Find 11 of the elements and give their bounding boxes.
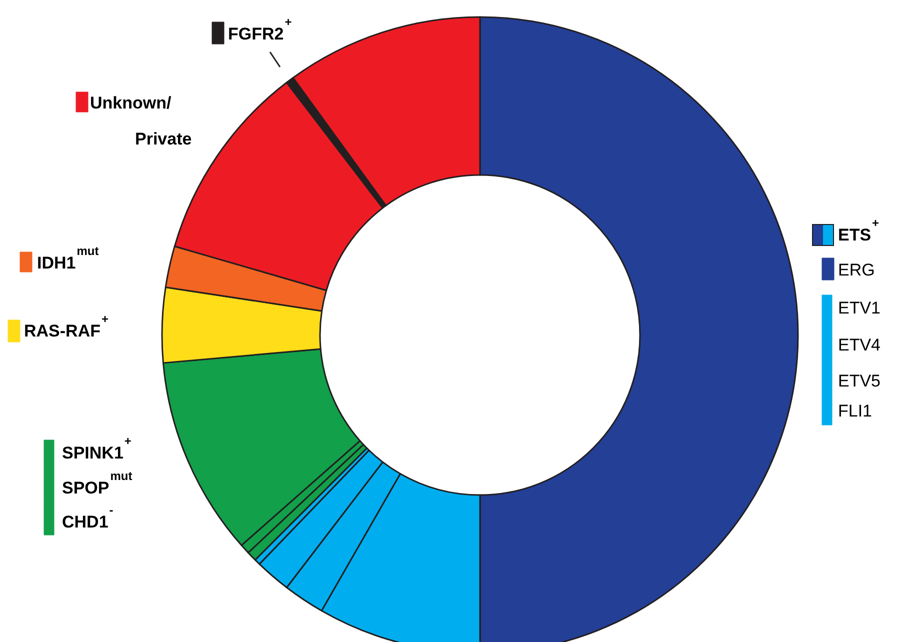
text: ETS+ bbox=[838, 216, 880, 244]
legend-label: ETV1 bbox=[838, 298, 881, 318]
legend-label: ERG bbox=[838, 260, 875, 280]
legend-label: CHD1- bbox=[62, 503, 114, 532]
legend-label: FGFR2+ bbox=[228, 15, 292, 44]
legend-label: ETV5 bbox=[838, 372, 881, 390]
legend-label: ETV4 bbox=[838, 336, 881, 354]
legend-label: RAS-RAF+ bbox=[24, 312, 109, 340]
legend-label: FLI1 bbox=[838, 402, 872, 420]
legend-label: Unknown/ Private bbox=[90, 94, 192, 148]
legend-label: SPINK1+ bbox=[62, 434, 132, 462]
